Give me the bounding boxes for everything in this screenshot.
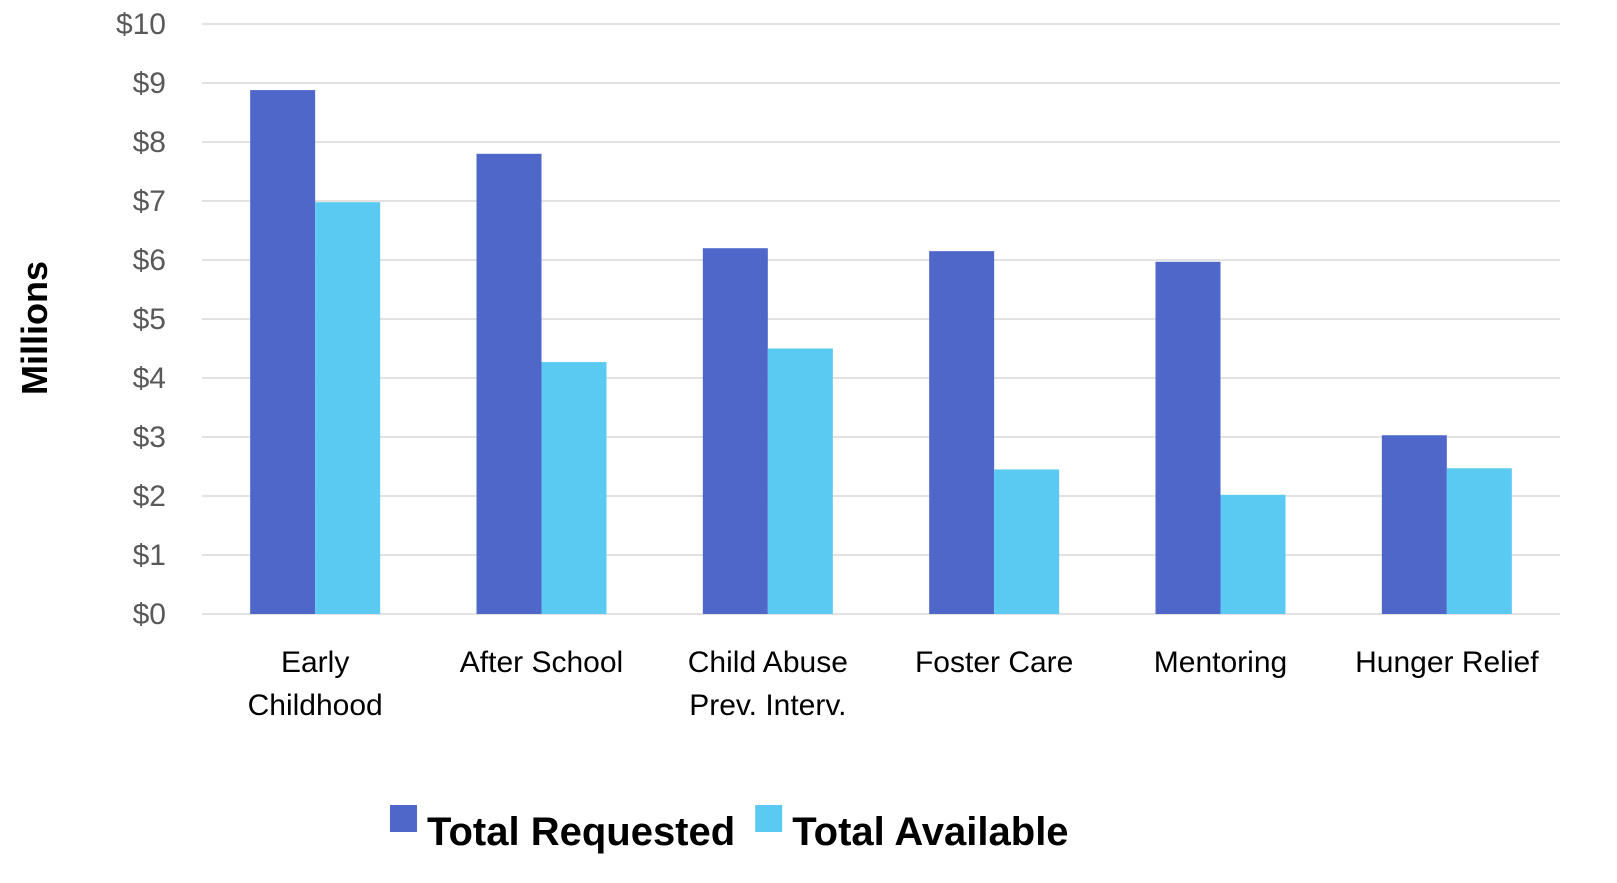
bar: [250, 90, 316, 614]
gridlines: [202, 23, 1560, 615]
y-tick-label: $2: [133, 480, 166, 513]
bar: [1155, 261, 1221, 614]
bar: [1220, 494, 1286, 614]
x-category-label: Mentoring: [1154, 646, 1287, 679]
x-category-label: Foster Care: [915, 646, 1073, 679]
y-tick-label: $7: [133, 185, 166, 218]
y-tick-label: $6: [133, 244, 166, 277]
bar: [767, 348, 833, 614]
bar: [541, 362, 607, 614]
y-axis-title: Millions: [14, 261, 55, 395]
x-category-label: Child Abuse Prev. Interv.: [688, 646, 848, 722]
y-tick-label: $4: [133, 362, 166, 395]
bar: [476, 153, 542, 615]
bar: [702, 248, 768, 614]
bar: [315, 202, 381, 614]
x-axis-labels: Early Childhood After School Child Abuse Pre…: [248, 646, 1540, 722]
y-axis-ticks: $0 $1 $2 $3 $4 $5 $6 $7 $8 $9 $10: [116, 8, 166, 631]
bar: [1446, 468, 1512, 614]
y-tick-label: $10: [116, 8, 166, 41]
bars: [250, 90, 1512, 615]
legend-swatch: [390, 805, 417, 832]
legend-label: Total Requested: [427, 810, 735, 854]
x-category-label: After School: [460, 646, 623, 679]
x-category-label: Hunger Relief: [1355, 646, 1539, 679]
x-category-label: Early Childhood: [248, 646, 383, 722]
y-tick-label: $8: [133, 126, 166, 159]
bar: [1381, 435, 1447, 614]
y-tick-label: $5: [133, 303, 166, 336]
y-tick-label: $1: [133, 539, 166, 572]
legend: Total Requested Total Available: [390, 805, 1069, 854]
y-tick-label: $3: [133, 421, 166, 454]
legend-swatch: [755, 805, 783, 832]
legend-label: Total Available: [792, 810, 1068, 854]
bar: [994, 469, 1060, 614]
bar: [929, 251, 995, 614]
y-tick-label: $9: [133, 67, 166, 100]
y-tick-label: $0: [133, 598, 166, 631]
